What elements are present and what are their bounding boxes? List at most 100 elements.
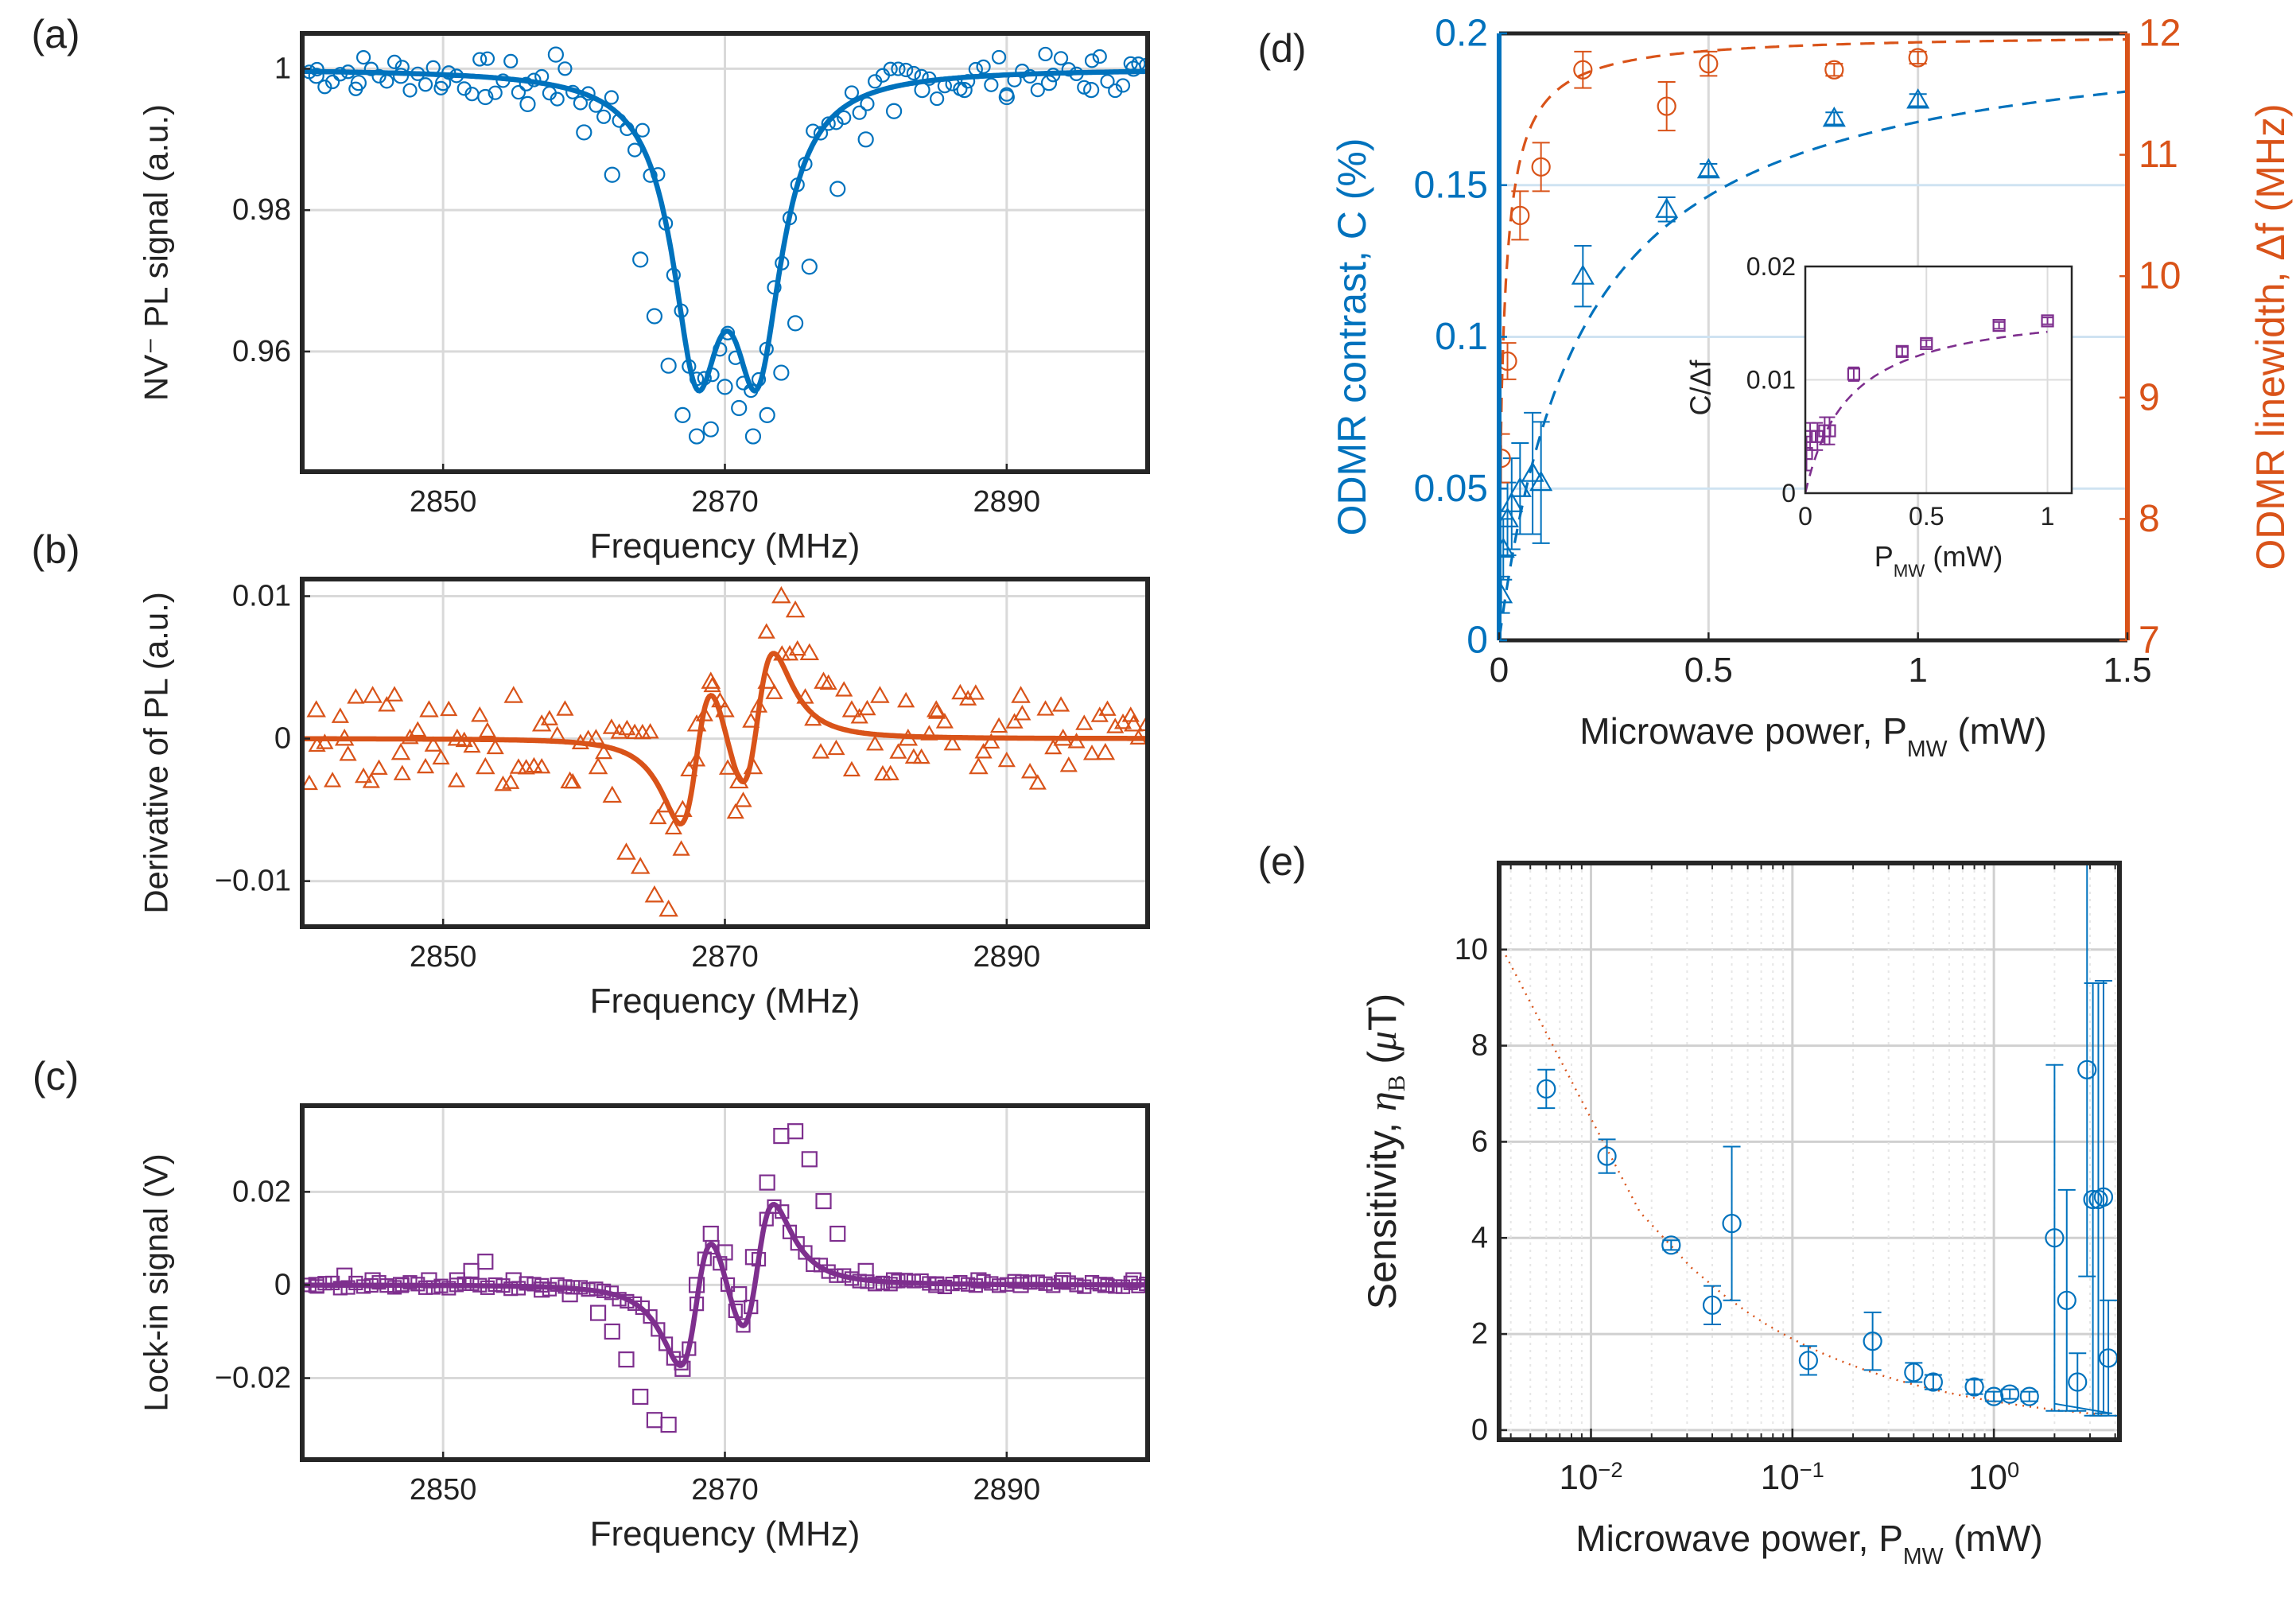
y-tick-label: 6 bbox=[1471, 1125, 1488, 1158]
data-point bbox=[731, 399, 748, 417]
data-point bbox=[347, 688, 365, 704]
y-axis-label: Lock-in signal (V) bbox=[138, 1153, 175, 1411]
inset-data-point bbox=[1847, 367, 1861, 381]
data-point bbox=[974, 743, 993, 759]
data-point bbox=[780, 644, 799, 661]
data-point bbox=[1092, 49, 1107, 64]
data-point bbox=[531, 714, 552, 732]
y-tick-label: 4 bbox=[1471, 1221, 1488, 1254]
data-point bbox=[976, 59, 991, 74]
data-point bbox=[799, 643, 820, 660]
data-point bbox=[998, 88, 1015, 106]
data-point bbox=[633, 723, 651, 740]
data-point bbox=[1536, 1079, 1556, 1099]
data-point bbox=[596, 109, 612, 124]
panel-d: 0 0.5 1 1.500.050.10.150.2789101112Microwav… bbox=[1257, 13, 2293, 763]
x-axis-label: Microwave power, PMW (mW) bbox=[1575, 1518, 2042, 1569]
data-point bbox=[604, 90, 619, 105]
panel-e: 10−2 10−1 100 0 2 4 6 8 10 Microwave power, PMW (… bbox=[1257, 839, 2122, 1569]
data-point bbox=[480, 51, 495, 66]
y-tick-label: 0.96 bbox=[232, 335, 291, 368]
data-point bbox=[1044, 738, 1063, 755]
data-point bbox=[1098, 700, 1117, 716]
data-point-linewidth bbox=[1573, 60, 1593, 80]
data-point bbox=[588, 756, 608, 775]
data-point bbox=[1121, 706, 1140, 722]
data-point bbox=[1059, 756, 1078, 772]
data-point bbox=[419, 700, 439, 717]
x-tick-label: 2890 bbox=[973, 485, 1041, 519]
data-point bbox=[2093, 1187, 2114, 1207]
data-point-contrast bbox=[1521, 461, 1544, 482]
data-point bbox=[576, 124, 592, 141]
data-point bbox=[1964, 1377, 1984, 1397]
data-point bbox=[866, 735, 884, 751]
x-tick-label: 10−2 bbox=[1559, 1457, 1622, 1498]
data-point bbox=[821, 116, 836, 131]
data-point-contrast bbox=[1822, 106, 1846, 127]
fit-group bbox=[302, 68, 1148, 394]
data-point bbox=[801, 259, 818, 275]
data-point bbox=[2000, 1384, 2020, 1404]
data-point bbox=[635, 1300, 650, 1316]
y-tick-label: 0.01 bbox=[232, 579, 291, 612]
fit-curve bbox=[302, 68, 1148, 394]
data-points bbox=[302, 585, 1148, 917]
data-point bbox=[2077, 1060, 2097, 1079]
y-axis-label-right: ODMR linewidth, Δf (MHz) bbox=[2248, 103, 2293, 570]
inset-x-tick-label: 0 bbox=[1798, 502, 1812, 531]
data-point bbox=[646, 308, 663, 325]
data-point-contrast bbox=[1696, 157, 1720, 179]
x-tick-label: 0.5 bbox=[1684, 651, 1733, 690]
inset: 0 0.5 1 0 0.01 0.02 PMW (mW) C/Δf bbox=[1684, 252, 2073, 581]
data-point bbox=[604, 1323, 620, 1340]
data-point bbox=[837, 110, 852, 126]
data-point bbox=[1095, 742, 1116, 760]
data-point bbox=[463, 1262, 480, 1279]
data-point bbox=[759, 406, 775, 424]
data-point bbox=[726, 803, 744, 819]
inset-data-point bbox=[1805, 430, 1817, 443]
data-point bbox=[790, 1236, 805, 1251]
data-point-linewidth bbox=[1824, 60, 1844, 80]
x-tick-label: 2850 bbox=[410, 1473, 477, 1507]
data-point bbox=[937, 1279, 952, 1295]
data-point bbox=[418, 77, 433, 92]
data-point bbox=[371, 1275, 387, 1290]
data-point bbox=[1061, 62, 1076, 77]
y-tick-label: 0.05 bbox=[1414, 468, 1488, 510]
y-tick-label: 11 bbox=[2139, 134, 2178, 176]
y-tick-label: 1 bbox=[274, 52, 291, 85]
x-tick-label: 100 bbox=[1968, 1457, 2019, 1498]
data-point bbox=[672, 840, 690, 856]
y-tick-label: 0.15 bbox=[1414, 164, 1488, 206]
x-tick-label: 2870 bbox=[691, 1473, 759, 1507]
data-point bbox=[464, 87, 480, 102]
y-tick-label: 0.2 bbox=[1435, 13, 1488, 55]
data-point bbox=[646, 1412, 663, 1429]
data-point bbox=[1077, 80, 1092, 95]
data-point bbox=[476, 756, 495, 775]
y-tick-label: 8 bbox=[2139, 498, 2160, 540]
data-point bbox=[984, 77, 999, 92]
data-point bbox=[1051, 696, 1070, 712]
data-point bbox=[717, 379, 733, 395]
data-point bbox=[1124, 714, 1144, 732]
fit-curve bbox=[1499, 942, 2119, 1417]
inset-data-point bbox=[1895, 344, 1909, 358]
y-tick-label: 2 bbox=[1471, 1317, 1488, 1351]
y-tick-label: −0.01 bbox=[215, 865, 291, 898]
data-point bbox=[589, 1305, 607, 1321]
data-point bbox=[618, 719, 636, 736]
data-point bbox=[841, 700, 862, 717]
data-point bbox=[573, 95, 589, 111]
data-point bbox=[798, 1245, 813, 1260]
x-tick-label: 1 bbox=[1908, 651, 1927, 690]
data-point bbox=[736, 1318, 751, 1333]
data-point bbox=[550, 1277, 565, 1292]
data-point bbox=[519, 95, 536, 112]
panel-b: 2850 2870 2890 −0.01 0 0.01 Frequency (MHz) Der… bbox=[31, 527, 1150, 1021]
series-contrast bbox=[1499, 88, 2127, 638]
x-tick-label: 2850 bbox=[410, 940, 477, 974]
data-point bbox=[1904, 1363, 1924, 1382]
